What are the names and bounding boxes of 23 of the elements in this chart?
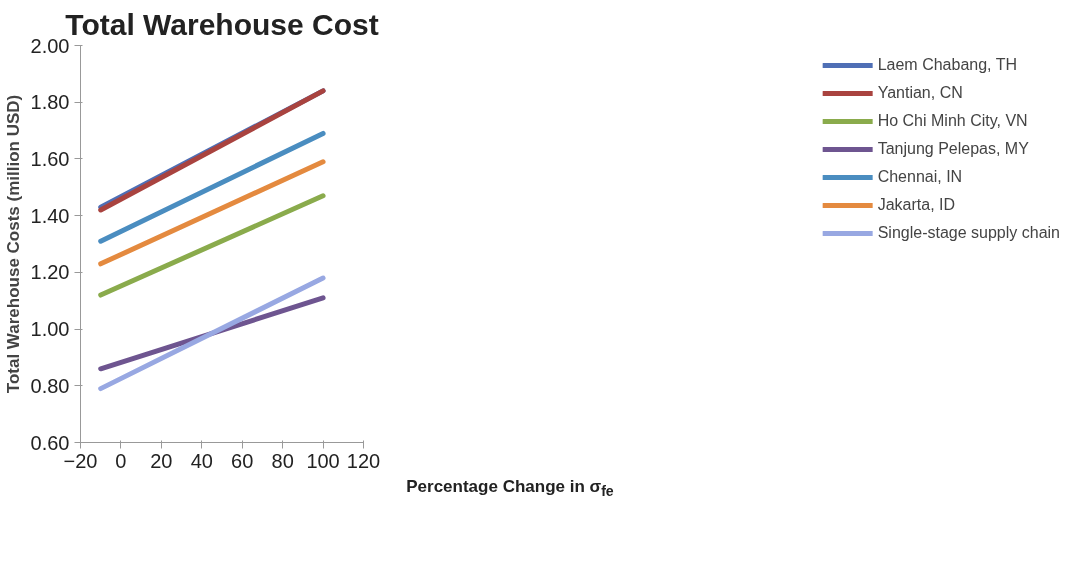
x-tick-label: 100 <box>306 449 340 472</box>
legend-label: Tanjung Pelepas, MY <box>877 140 1029 158</box>
legend-label: Jakarta, ID <box>877 196 956 214</box>
x-tick-label: 80 <box>271 449 294 472</box>
x-axis-title: Percentage Change in σ$_{fe}$ <box>406 476 614 502</box>
y-tick-label: 0.80 <box>30 374 70 397</box>
legend-label: Laem Chabang, TH <box>877 56 1017 74</box>
y-tick-label: 1.20 <box>30 261 70 284</box>
legend-label: Yantian, CN <box>877 84 963 102</box>
x-tick-label: 120 <box>346 449 381 472</box>
x-tick-label: 40 <box>190 449 213 472</box>
legend-label: Ho Chi Minh City, VN <box>877 112 1028 130</box>
x-tick-label: 0 <box>115 449 127 472</box>
y-axis-title: Total Warehouse Costs (million USD) <box>3 94 23 394</box>
x-tick-label: 60 <box>231 449 254 472</box>
y-tick-label: 1.00 <box>30 318 70 341</box>
y-tick-label: 1.60 <box>30 147 70 170</box>
y-tick-label: 2.00 <box>30 34 70 57</box>
y-tick-label: 1.40 <box>30 204 70 227</box>
legend-label: Chennai, IN <box>877 168 963 186</box>
legend-label: Single-stage supply chain <box>877 224 1060 242</box>
y-tick-label: 1.80 <box>30 91 70 114</box>
x-tick-label: 20 <box>150 449 173 472</box>
